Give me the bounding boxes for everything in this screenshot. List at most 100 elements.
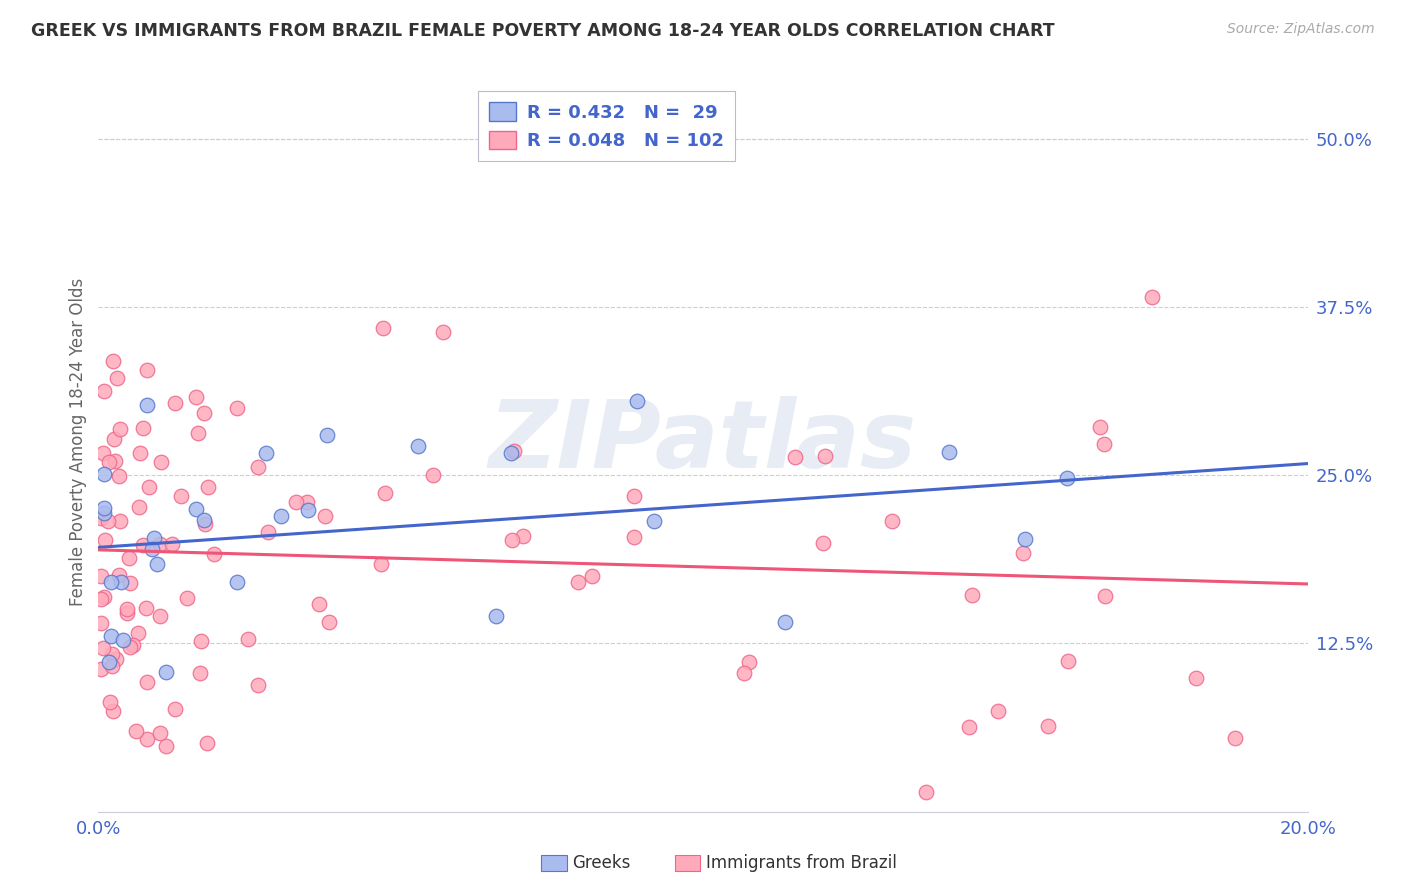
Point [512, 529, 534, 543]
Point [190, 634, 212, 648]
Point [987, 704, 1010, 718]
Point [193, 406, 215, 420]
Point [90, 591, 112, 606]
Point [247, 460, 270, 475]
Point [1090, 419, 1112, 434]
Point [1225, 731, 1247, 746]
Point [110, 422, 132, 436]
Point [484, 608, 506, 623]
Legend: R = 0.432   N =  29, R = 0.048   N = 102: R = 0.432 N = 29, R = 0.048 N = 102 [478, 92, 734, 161]
Point [98, 656, 121, 670]
Point [374, 486, 396, 500]
Point [188, 665, 211, 680]
Point [737, 655, 759, 669]
Point [314, 508, 336, 523]
Point [1185, 671, 1208, 685]
Point [105, 371, 128, 385]
Point [145, 557, 167, 571]
Point [297, 502, 319, 516]
Point [93, 501, 115, 516]
Point [132, 538, 155, 552]
Point [501, 533, 523, 547]
Point [623, 489, 645, 503]
Point [957, 720, 980, 734]
Point [149, 725, 172, 739]
Point [90, 510, 112, 524]
Point [783, 450, 806, 464]
Point [101, 705, 124, 719]
Point [155, 739, 177, 753]
Point [256, 524, 278, 539]
Point [136, 363, 159, 377]
Point [97, 455, 120, 469]
Point [499, 445, 522, 459]
Point [1094, 589, 1116, 603]
Point [432, 325, 454, 339]
Point [108, 514, 131, 528]
Text: GREEK VS IMMIGRANTS FROM BRAZIL FEMALE POVERTY AMONG 18-24 YEAR OLDS CORRELATION: GREEK VS IMMIGRANTS FROM BRAZIL FEMALE P… [31, 22, 1054, 40]
Point [811, 536, 834, 550]
Point [101, 647, 124, 661]
Point [187, 425, 209, 440]
Point [93, 533, 115, 548]
Point [581, 569, 603, 583]
Text: Source: ZipAtlas.com: Source: ZipAtlas.com [1227, 22, 1375, 37]
Point [93, 384, 115, 398]
Point [194, 516, 217, 531]
Point [186, 502, 208, 516]
Point [1056, 470, 1078, 484]
Point [101, 354, 124, 368]
Point [938, 445, 960, 459]
Point [115, 606, 138, 620]
Point [1014, 532, 1036, 546]
Point [93, 467, 115, 482]
Point [118, 551, 141, 566]
Point [254, 446, 277, 460]
Point [370, 557, 392, 571]
Point [623, 530, 645, 544]
Point [1036, 719, 1059, 733]
Point [103, 433, 125, 447]
Point [318, 615, 340, 629]
Point [567, 574, 589, 589]
Point [93, 590, 115, 604]
Point [184, 390, 207, 404]
Point [90, 615, 112, 630]
Point [915, 784, 938, 798]
Point [197, 480, 219, 494]
Point [162, 537, 184, 551]
Point [202, 547, 225, 561]
Point [882, 514, 904, 528]
Point [110, 574, 132, 589]
Point [93, 641, 115, 656]
Point [108, 469, 131, 483]
Point [226, 575, 249, 590]
Point [503, 443, 526, 458]
Point [176, 591, 198, 605]
Point [814, 449, 837, 463]
Point [100, 574, 122, 589]
Point [108, 568, 131, 582]
Point [101, 658, 124, 673]
Point [371, 320, 394, 334]
Point [127, 625, 149, 640]
Point [225, 401, 247, 416]
Point [111, 633, 134, 648]
Point [170, 489, 193, 503]
Point [149, 536, 172, 550]
Point [115, 602, 138, 616]
Point [149, 608, 172, 623]
Point [643, 514, 665, 528]
Point [1092, 437, 1115, 451]
Point [120, 576, 142, 591]
Point [284, 494, 307, 508]
Point [135, 398, 157, 412]
Point [132, 421, 155, 435]
Point [135, 674, 157, 689]
Point [236, 632, 259, 646]
Point [93, 506, 115, 520]
Point [195, 736, 218, 750]
Point [150, 455, 173, 469]
Point [142, 532, 165, 546]
Point [960, 588, 983, 602]
